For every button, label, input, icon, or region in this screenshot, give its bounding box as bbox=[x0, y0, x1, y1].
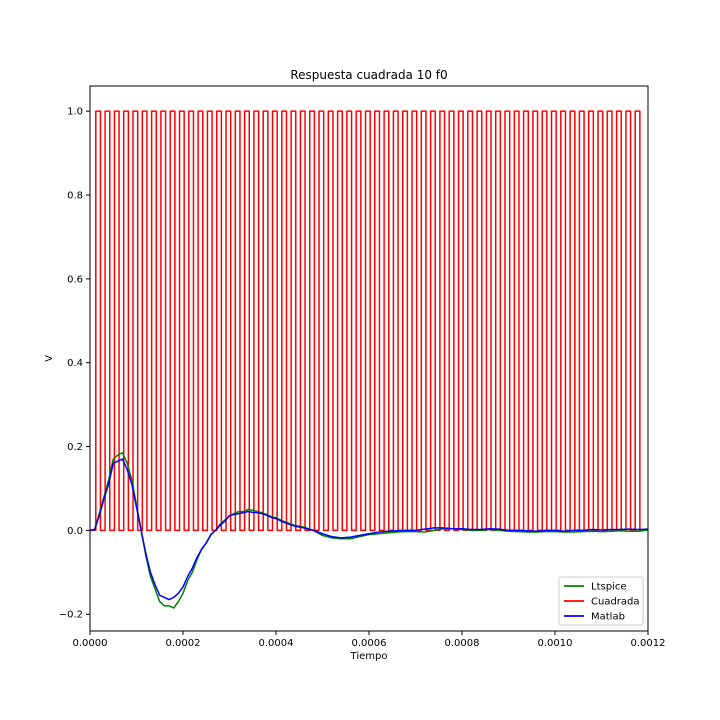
legend: Ltspice Cuadrada Matlab bbox=[558, 576, 644, 626]
axis-ticks: 0.0000 0.0002 0.0004 0.0006 0.0008 0.0010 0.00… bbox=[59, 107, 666, 649]
x-tick-label: 0.0012 bbox=[631, 638, 666, 649]
x-tick-label: 0.0008 bbox=[445, 638, 480, 649]
plot-frame bbox=[89, 85, 649, 632]
series-line-matlab bbox=[90, 458, 648, 601]
x-tick-label: 0.0006 bbox=[352, 638, 387, 649]
series-line-cuadrada bbox=[90, 110, 644, 532]
y-tick-label: 0.2 bbox=[67, 442, 83, 453]
y-tick-label: 1.0 bbox=[67, 107, 83, 118]
legend-label-cuadrada: Cuadrada bbox=[591, 597, 640, 608]
y-axis-label: V bbox=[44, 355, 55, 362]
y-tick-label: −0.2 bbox=[59, 610, 83, 621]
legend-box bbox=[558, 576, 644, 626]
y-tick-label: 0.0 bbox=[67, 526, 83, 537]
y-tick-label: 0.8 bbox=[67, 191, 83, 202]
legend-label-ltspice: Ltspice bbox=[591, 582, 626, 593]
y-tick-label: 0.4 bbox=[67, 358, 83, 369]
x-tick-label: 0.0000 bbox=[73, 638, 108, 649]
plot-area bbox=[90, 110, 648, 609]
x-tick-label: 0.0010 bbox=[538, 638, 573, 649]
x-tick-label: 0.0002 bbox=[166, 638, 201, 649]
series-line-ltspice bbox=[90, 452, 648, 609]
x-tick-label: 0.0004 bbox=[259, 638, 294, 649]
chart-title: Respuesta cuadrada 10 f0 bbox=[290, 68, 447, 82]
y-tick-label: 0.6 bbox=[67, 274, 83, 285]
x-axis-label: Tiempo bbox=[350, 651, 388, 662]
legend-label-matlab: Matlab bbox=[591, 612, 625, 623]
